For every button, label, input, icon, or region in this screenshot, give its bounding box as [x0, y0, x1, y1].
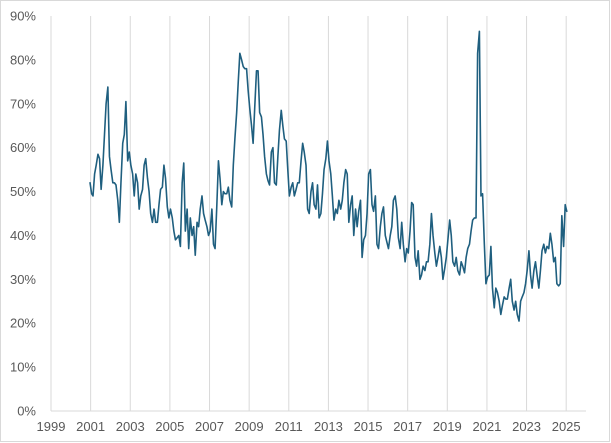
y-tick-label: 90% [10, 9, 36, 24]
y-tick-label: 40% [10, 228, 36, 243]
x-tick-label: 2005 [155, 419, 184, 434]
y-tick-label: 10% [10, 360, 36, 375]
x-tick-label: 2013 [314, 419, 343, 434]
y-tick-label: 0% [17, 404, 36, 419]
series-line-1 [89, 30, 568, 322]
x-tick-label: 2003 [116, 419, 145, 434]
y-tick-label: 70% [10, 96, 36, 111]
y-tick-label: 30% [10, 272, 36, 287]
y-tick-label: 80% [10, 52, 36, 67]
x-tick-label: 2001 [76, 419, 105, 434]
series-group [89, 30, 568, 322]
y-tick-label: 20% [10, 316, 36, 331]
x-tick-label: 2025 [552, 419, 581, 434]
x-tick-label: 2023 [512, 419, 541, 434]
x-tick-label: 2015 [354, 419, 383, 434]
gridlines [50, 16, 567, 411]
y-tick-label: 50% [10, 184, 36, 199]
x-tick-label: 2021 [472, 419, 501, 434]
x-tick-label: 1999 [37, 419, 66, 434]
y-axis-tick-labels: 0% 10% 20% 30% 40% 50% 60% 70% 80% 90% [10, 9, 36, 419]
y-tick-label: 60% [10, 140, 36, 155]
x-tick-label: 2011 [275, 419, 303, 434]
x-tick-label: 2007 [195, 419, 224, 434]
x-tick-label: 2019 [433, 419, 462, 434]
x-axis-tick-labels: 1999 2001 2003 2005 2007 2009 2011 2013 2015 2017… [37, 419, 581, 434]
x-tick-label: 2017 [393, 419, 422, 434]
x-tick-label: 2009 [235, 419, 264, 434]
